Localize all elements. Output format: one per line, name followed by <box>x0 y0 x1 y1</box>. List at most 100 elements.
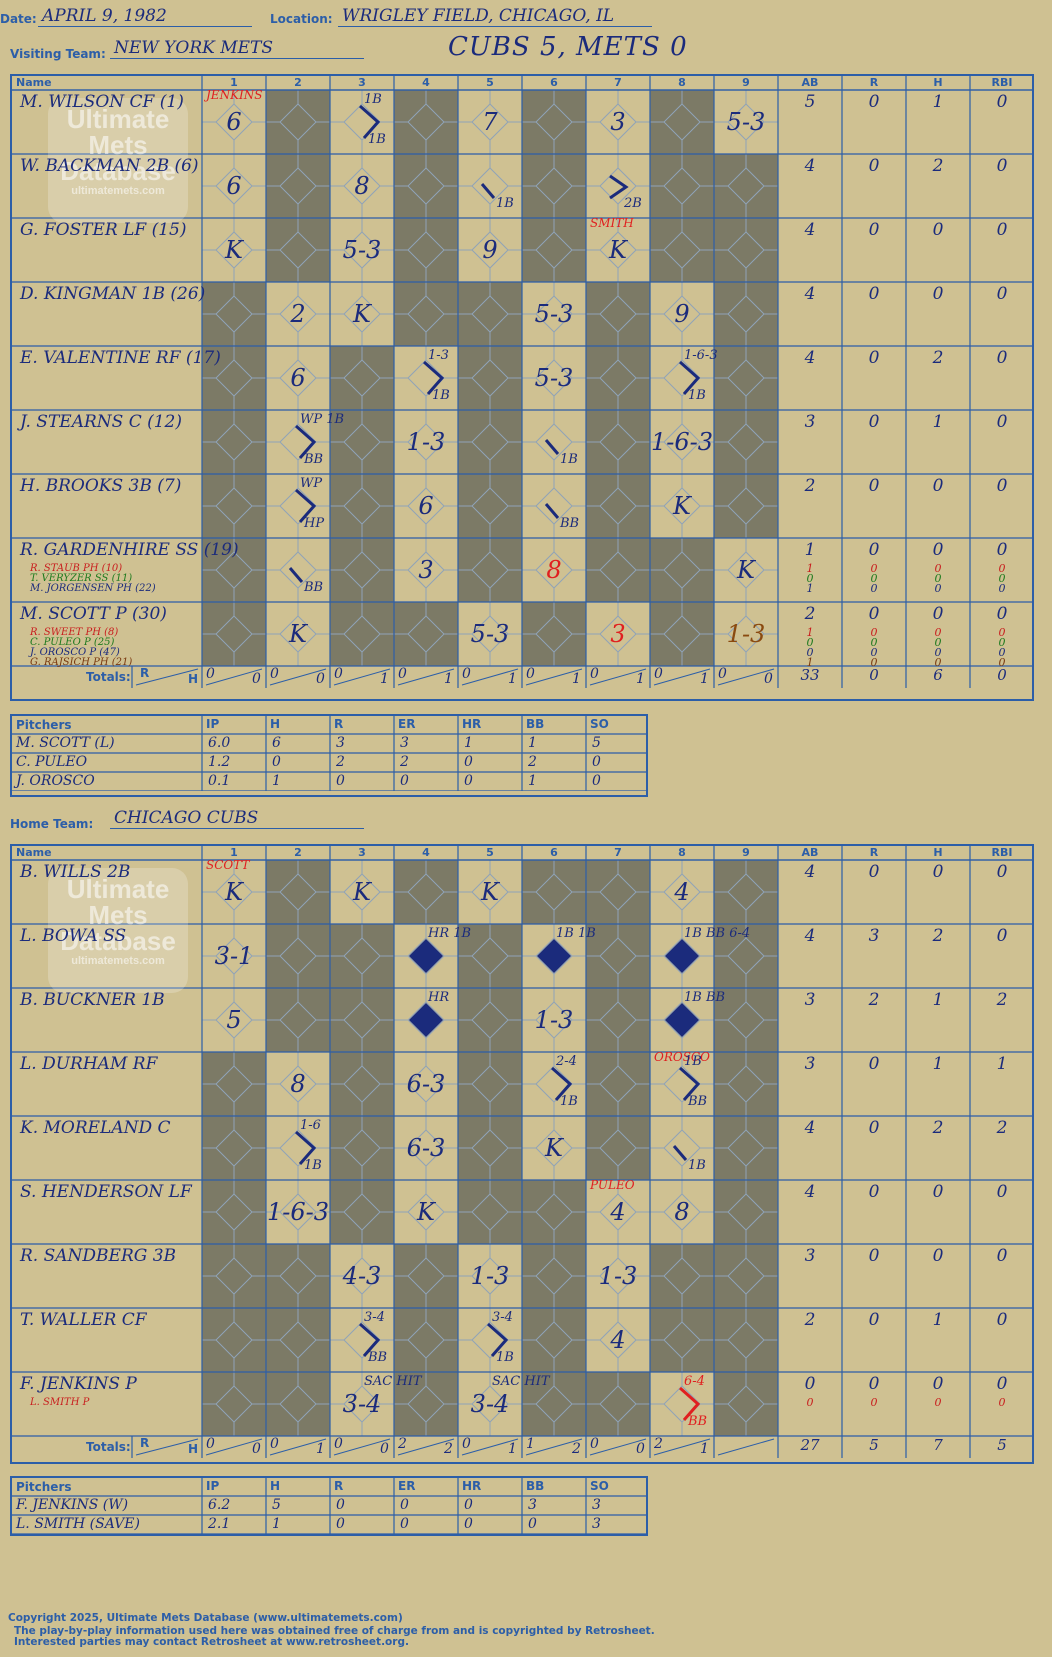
pitching-stat: 2.1 <box>208 1516 231 1532</box>
inning-hits: 0 <box>252 671 261 687</box>
stat-rbi: 0 <box>996 220 1008 240</box>
totals-slash <box>135 668 199 686</box>
stat-r: 0 <box>868 862 880 882</box>
stat-total: 5 <box>869 1436 879 1454</box>
inning-runs: 0 <box>270 1436 279 1452</box>
totals-r-label: R <box>140 1436 150 1450</box>
inning-hits: 0 <box>316 671 325 687</box>
game-headline: CUBS 5, METS 0 <box>448 32 688 62</box>
inning-runs: 2 <box>398 1436 407 1452</box>
name-header: Name <box>16 76 52 89</box>
stat-h: 1 <box>932 92 944 112</box>
pitching-col-header: R <box>334 717 344 731</box>
substitute-name: R. SWEET PH (8) <box>30 627 119 638</box>
stat-r: 0 <box>868 1310 880 1330</box>
inning-header: 6 <box>550 846 558 859</box>
stat-total: 0 <box>997 666 1007 684</box>
inning-hits: 2 <box>572 1441 581 1457</box>
stat-header: H <box>933 76 943 89</box>
batter-name: B. BUCKNER 1B <box>20 990 165 1010</box>
base-reached: 2B <box>624 196 642 211</box>
batter-name: H. BROOKS 3B (7) <box>20 476 182 496</box>
retrosheet-credit: The play-by-play information used here w… <box>14 1625 655 1637</box>
substitute-name: R. STAUB PH (10) <box>30 563 123 574</box>
base-reached: BB <box>368 1350 388 1365</box>
basepath-line <box>423 360 445 395</box>
watermark-site: ultimatemets.com <box>71 185 165 197</box>
stat-r: 0 <box>868 412 880 432</box>
play-result: 3-4 <box>470 1390 510 1418</box>
pitching-stat: 6.0 <box>208 735 231 751</box>
home-team-label: Home Team: <box>10 817 94 831</box>
stat-ab: 4 <box>804 1182 816 1202</box>
basepath-line <box>551 1066 573 1101</box>
inning-hits: 1 <box>700 1441 709 1457</box>
play-result: K <box>225 878 243 906</box>
base-reached: BB <box>560 516 580 531</box>
sub-stat: 1 <box>806 562 814 575</box>
stat-rbi: 0 <box>996 862 1008 882</box>
totals-slash <box>525 1438 583 1456</box>
pitching-change-note: JENKINS <box>206 88 263 102</box>
stat-r: 0 <box>868 476 880 496</box>
pitching-stat: 3 <box>336 735 345 751</box>
inning-runs: 0 <box>654 666 663 682</box>
substitute-name: C. PULEO P (25) <box>30 637 115 648</box>
totals-slash <box>589 668 647 686</box>
base-reached: BB <box>304 580 324 595</box>
inning-header: 7 <box>614 846 622 859</box>
play-result: K <box>545 1134 563 1162</box>
run-scored-diamond <box>665 939 699 973</box>
totals-slash <box>205 668 263 686</box>
play-result: 1-6-3 <box>266 1198 330 1226</box>
totals-slash <box>589 1438 647 1456</box>
stat-h: 0 <box>932 1374 944 1394</box>
stat-rbi: 0 <box>996 476 1008 496</box>
batter-name: B. WILLS 2B <box>20 862 131 882</box>
name-header: Name <box>16 846 52 859</box>
watermark-site: ultimatemets.com <box>71 955 165 967</box>
play-result: 3-4 <box>342 1390 382 1418</box>
stat-r: 0 <box>868 1182 880 1202</box>
home-scorecard: Ultimate Mets Database ultimatemets.com Name… <box>10 844 1034 1464</box>
visiting-team-name: NEW YORK METS <box>110 38 364 59</box>
pitching-stat: 1 <box>528 773 537 789</box>
play-result: K <box>289 620 307 648</box>
inning-hits: 1 <box>316 1441 325 1457</box>
stat-rbi: 0 <box>996 1310 1008 1330</box>
pitching-stat: 3 <box>592 1516 601 1532</box>
pitcher-name: C. PULEO <box>16 754 88 770</box>
pitching-stat: 0.1 <box>208 773 231 789</box>
substitute-name: T. VERYZER SS (11) <box>30 573 133 584</box>
play-result: 2 <box>290 300 306 328</box>
stat-h: 1 <box>932 1054 944 1074</box>
sub-stat: 0 <box>934 646 942 659</box>
visitors-pitching-table: Pitchers IP H R ER HR BB SO M. SCOTT (L) 6.0 6 3 3 1 1… <box>10 714 648 797</box>
base-reached: 1B <box>496 196 514 211</box>
play-result: 7 <box>482 108 498 136</box>
watermark-logo: Ultimate Mets Database ultimatemets.com <box>48 868 188 993</box>
pitching-stat: 0 <box>400 1516 409 1532</box>
inning-header: 8 <box>678 846 686 859</box>
stat-h: 2 <box>932 926 944 946</box>
stat-header: AB <box>801 76 819 89</box>
sub-stat: 0 <box>998 646 1006 659</box>
stat-rbi: 0 <box>996 1374 1008 1394</box>
stat-h: 2 <box>932 348 944 368</box>
sub-stat: 0 <box>934 636 942 649</box>
inning-hits: 0 <box>252 1441 261 1457</box>
copyright-line: Copyright 2025, Ultimate Mets Database (… <box>8 1612 403 1624</box>
stat-total: 0 <box>869 666 879 684</box>
stat-total: 7 <box>933 1436 943 1454</box>
play-result: K <box>481 878 499 906</box>
batter-name: W. BACKMAN 2B (6) <box>20 156 199 176</box>
play-result: 5 <box>226 1006 242 1034</box>
totals-slash <box>461 1438 519 1456</box>
inning-header: 1 <box>230 846 238 859</box>
stat-ab: 5 <box>804 92 816 112</box>
base-reached: 1B <box>304 1158 322 1173</box>
sub-stat: 0 <box>998 626 1006 639</box>
sub-stat: 0 <box>870 1396 878 1409</box>
watermark-text: Database <box>60 156 176 186</box>
substitute-name: L. SMITH P <box>30 1397 90 1408</box>
